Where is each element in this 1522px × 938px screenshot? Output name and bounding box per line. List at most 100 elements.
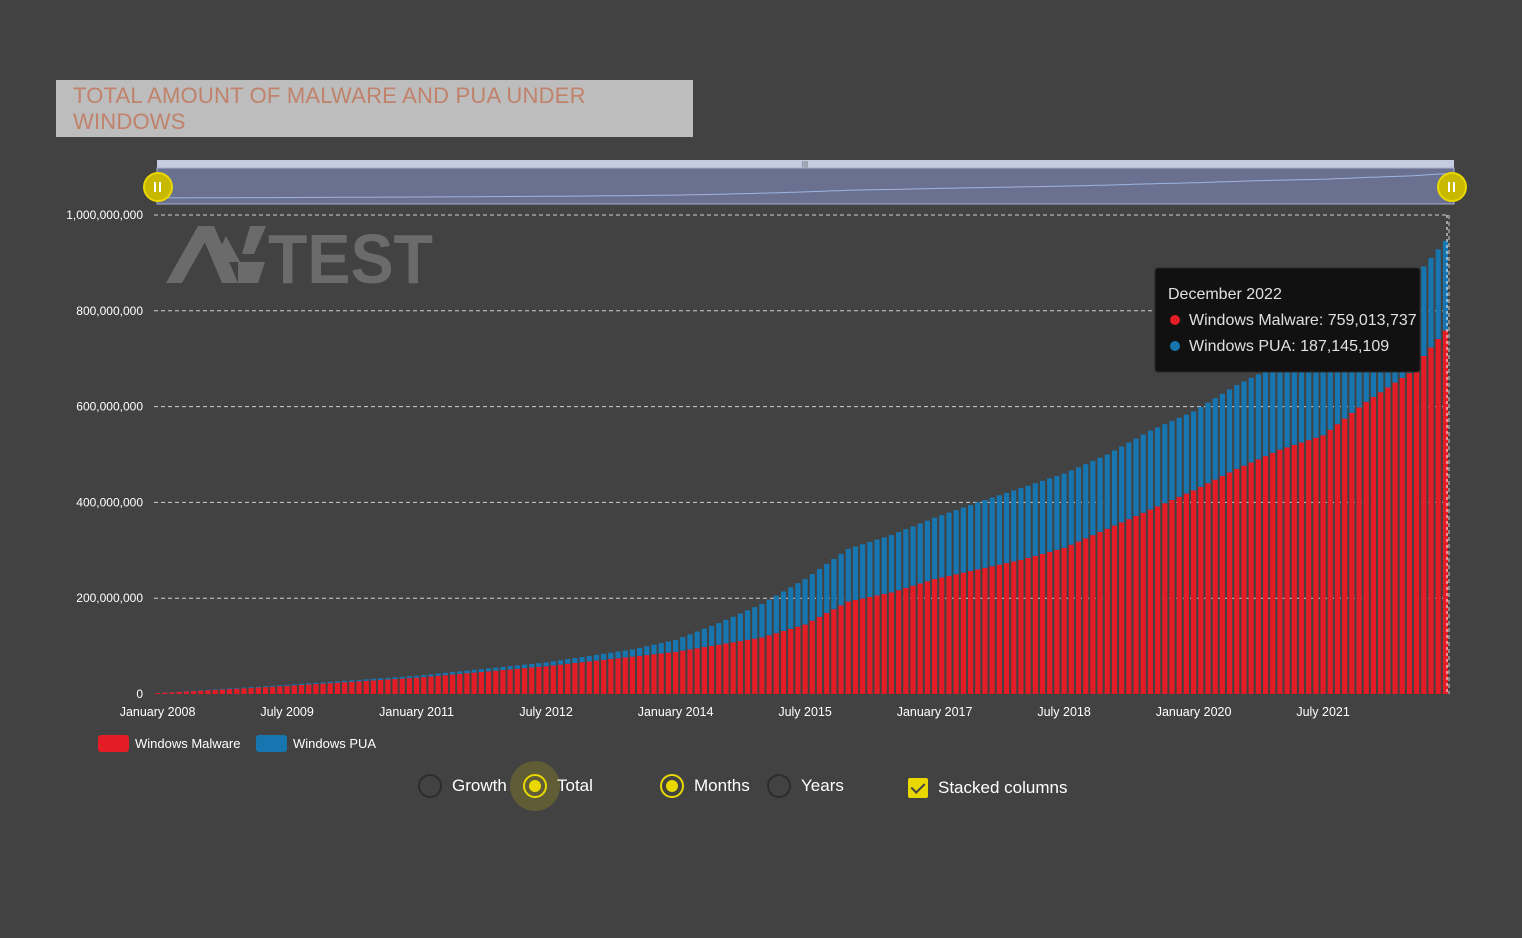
bar-pua[interactable] xyxy=(226,688,233,690)
bar-malware[interactable] xyxy=(1219,476,1225,694)
bar-malware[interactable] xyxy=(241,688,247,694)
bar-pua[interactable] xyxy=(1284,360,1290,448)
years-option[interactable]: Years xyxy=(767,774,844,798)
bar-pua[interactable] xyxy=(1248,377,1254,463)
bar-pua[interactable] xyxy=(1011,490,1017,562)
bar-pua[interactable] xyxy=(1421,266,1427,357)
bar-pua[interactable] xyxy=(701,628,707,648)
bar-malware[interactable] xyxy=(1442,330,1448,694)
bar-malware[interactable] xyxy=(1421,356,1427,694)
bar-malware[interactable] xyxy=(205,690,211,694)
bar-pua[interactable] xyxy=(773,595,779,634)
bar-malware[interactable] xyxy=(1003,563,1010,694)
bar-malware[interactable] xyxy=(903,587,909,694)
bar-malware[interactable] xyxy=(176,691,182,694)
bar-malware[interactable] xyxy=(421,677,427,694)
bar-malware[interactable] xyxy=(644,655,650,694)
bar-malware[interactable] xyxy=(593,660,600,694)
bar-pua[interactable] xyxy=(939,515,945,578)
bar-malware[interactable] xyxy=(809,620,815,694)
bar-malware[interactable] xyxy=(802,624,808,694)
bar-malware[interactable] xyxy=(824,613,830,694)
navigator-scrollbar[interactable] xyxy=(157,160,1454,168)
bar-malware[interactable] xyxy=(334,682,341,694)
bar-pua[interactable] xyxy=(809,574,815,621)
bar-malware[interactable] xyxy=(162,692,168,694)
bar-pua[interactable] xyxy=(1090,460,1096,536)
bar-malware[interactable] xyxy=(1356,407,1362,694)
bar-pua[interactable] xyxy=(342,680,348,683)
bar-pua[interactable] xyxy=(975,502,981,570)
bar-malware[interactable] xyxy=(673,651,679,694)
bar-pua[interactable] xyxy=(658,643,664,654)
bar-malware[interactable] xyxy=(565,663,571,694)
bar-malware[interactable] xyxy=(298,684,305,694)
bar-malware[interactable] xyxy=(982,567,988,694)
bar-pua[interactable] xyxy=(572,658,578,664)
bar-pua[interactable] xyxy=(349,680,355,682)
bar-pua[interactable] xyxy=(363,679,369,681)
bar-pua[interactable] xyxy=(385,677,391,680)
bar-pua[interactable] xyxy=(248,687,254,688)
bar-pua[interactable] xyxy=(1169,420,1175,500)
bar-malware[interactable] xyxy=(306,684,312,695)
bar-pua[interactable] xyxy=(320,682,326,684)
bar-malware[interactable] xyxy=(226,689,233,694)
bar-malware[interactable] xyxy=(1025,557,1031,694)
bar-malware[interactable] xyxy=(737,641,743,694)
bar-pua[interactable] xyxy=(874,539,880,596)
bar-pua[interactable] xyxy=(1097,457,1103,532)
bar-pua[interactable] xyxy=(896,532,902,591)
bar-malware[interactable] xyxy=(780,631,787,694)
bar-pua[interactable] xyxy=(1442,240,1448,331)
bar-malware[interactable] xyxy=(1075,541,1082,694)
bar-malware[interactable] xyxy=(917,583,923,694)
bar-series[interactable] xyxy=(155,240,1448,695)
bar-malware[interactable] xyxy=(313,684,319,694)
bar-pua[interactable] xyxy=(1119,446,1125,523)
bar-malware[interactable] xyxy=(989,566,995,694)
bar-pua[interactable] xyxy=(730,616,736,643)
bar-malware[interactable] xyxy=(622,657,628,694)
navigator-left-handle[interactable] xyxy=(143,172,173,202)
total-radio[interactable] xyxy=(523,774,547,798)
bar-malware[interactable] xyxy=(665,652,671,694)
bar-malware[interactable] xyxy=(1342,418,1348,694)
bar-malware[interactable] xyxy=(1320,435,1326,694)
bar-pua[interactable] xyxy=(284,684,290,686)
bar-pua[interactable] xyxy=(744,610,751,640)
bar-pua[interactable] xyxy=(557,660,564,665)
bar-malware[interactable] xyxy=(1083,538,1089,694)
legend-item-pua[interactable]: Windows PUA xyxy=(256,735,376,752)
bar-pua[interactable] xyxy=(1104,454,1110,529)
bar-pua[interactable] xyxy=(406,676,412,679)
legend-item-malware[interactable]: Windows Malware xyxy=(98,735,240,752)
bar-pua[interactable] xyxy=(601,653,607,660)
years-radio[interactable] xyxy=(767,774,791,798)
bar-malware[interactable] xyxy=(788,628,794,694)
bar-malware[interactable] xyxy=(435,675,441,694)
bar-pua[interactable] xyxy=(932,517,938,580)
bar-malware[interactable] xyxy=(723,643,729,694)
bar-pua[interactable] xyxy=(816,568,823,617)
bar-malware[interactable] xyxy=(1334,424,1341,694)
bar-pua[interactable] xyxy=(370,678,377,681)
bar-malware[interactable] xyxy=(773,633,779,694)
bar-pua[interactable] xyxy=(1075,467,1082,542)
bar-pua[interactable] xyxy=(1183,414,1189,494)
bar-pua[interactable] xyxy=(723,619,729,644)
bar-malware[interactable] xyxy=(1241,465,1247,694)
bar-malware[interactable] xyxy=(449,674,456,694)
bar-malware[interactable] xyxy=(1011,561,1017,694)
total-option[interactable]: Total xyxy=(523,774,593,798)
bar-pua[interactable] xyxy=(1212,398,1218,480)
bar-pua[interactable] xyxy=(694,631,700,649)
bar-malware[interactable] xyxy=(1327,429,1333,694)
bar-pua[interactable] xyxy=(298,683,305,685)
bar-pua[interactable] xyxy=(1061,473,1067,548)
bar-pua[interactable] xyxy=(687,634,693,650)
bar-malware[interactable] xyxy=(1248,462,1254,694)
bar-malware[interactable] xyxy=(608,659,614,694)
bar-malware[interactable] xyxy=(392,679,398,694)
bar-malware[interactable] xyxy=(579,662,585,694)
